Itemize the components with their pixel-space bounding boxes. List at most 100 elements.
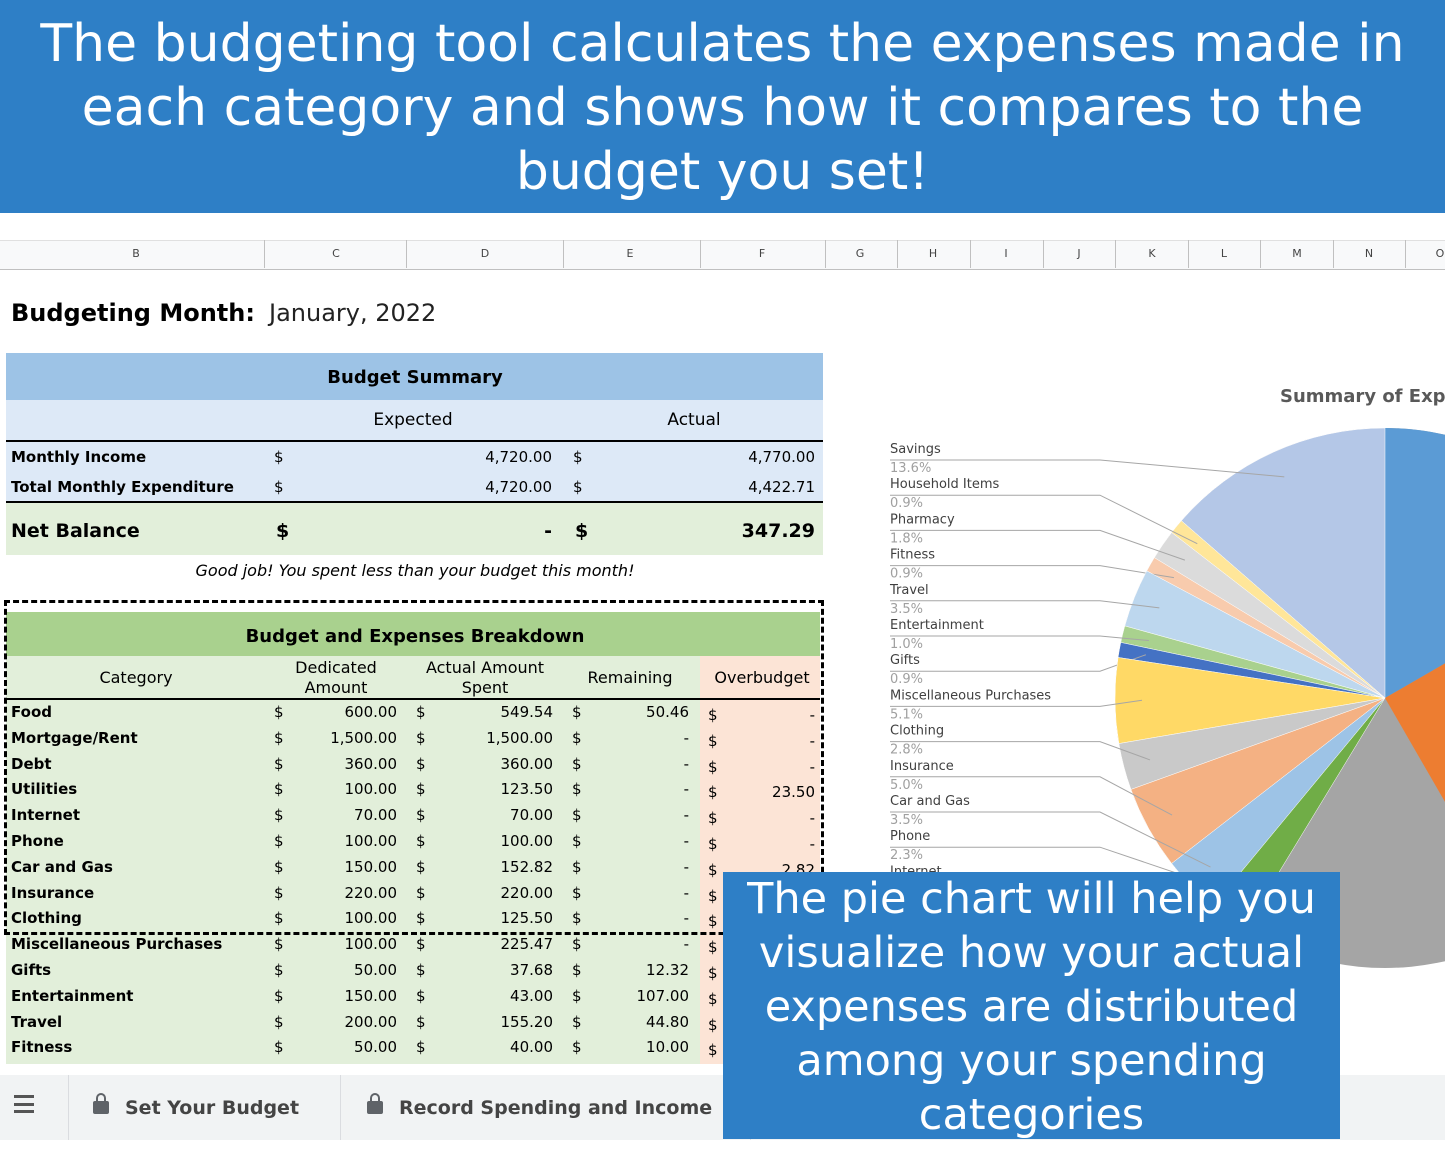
pie-slice [1180,427,1386,699]
category: Utilities [11,780,78,799]
currency: $ [416,780,426,799]
currency: $ [708,1041,718,1060]
currency: $ [274,1038,284,1057]
currency: $ [274,883,284,902]
currency: $ [274,1012,284,1031]
pie-percent: 13.6% [890,461,931,476]
currency: $ [274,857,284,876]
currency: $ [708,989,718,1008]
menu-icon [14,1095,34,1113]
actual-amount: 549.54 [500,703,554,721]
category: Food [11,703,52,721]
currency: $ [708,1015,718,1034]
pie-percent: 0.9% [890,496,923,511]
banner-title: The budgeting tool calculates the expens… [40,14,1405,202]
remaining: - [683,780,689,799]
currency: $ [416,1038,426,1057]
currency: $ [573,448,583,466]
actual-amount: 100.00 [500,832,554,850]
actual-amount: 155.20 [500,1012,554,1031]
summary-title: Budget Summary [327,367,503,389]
pie-percent: 3.5% [890,813,923,828]
pie-label: Insurance [890,759,954,774]
category: Entertainment [11,986,134,1005]
actual-amount: 1,500.00 [486,728,553,747]
pie-percent: 0.9% [890,567,923,582]
pie-label: Pharmacy [890,512,955,527]
pie-label: Savings [890,442,941,457]
pie-label: Clothing [890,724,944,739]
column-separator [897,240,898,268]
sheet-tab[interactable]: Set Your Budget [125,1096,300,1119]
remaining: 44.80 [646,1012,689,1031]
sheet-tab[interactable]: Record Spending and Income [399,1096,713,1119]
currency: $ [572,780,582,799]
currency: $ [416,806,426,825]
column-header: L [1220,247,1228,261]
pie-label: Household Items [890,477,1000,492]
pie-percent: 5.1% [890,707,923,722]
breakdown-header: Remaining [587,668,673,687]
overbudget: - [809,809,815,828]
currency: $ [416,961,426,979]
category: Gifts [11,961,52,979]
currency: $ [572,754,582,773]
leader-line [890,565,1175,579]
currency: $ [274,728,284,747]
net-label: Net Balance [11,519,140,542]
lock-icon [93,1101,109,1114]
dedicated-amount: 50.00 [354,1038,397,1057]
category: Mortgage/Rent [11,728,138,747]
pie-percent: 2.3% [890,848,923,863]
dedicated-amount: 220.00 [344,883,398,902]
pie-percent: 0.9% [890,672,923,687]
dedicated-amount: 100.00 [344,909,398,928]
leader-line [890,654,1147,672]
column-separator [1333,240,1334,268]
currency: $ [708,809,718,828]
rule [6,501,823,503]
actual-amount: 37.68 [510,961,553,979]
column-separator [1260,240,1261,268]
currency: $ [416,728,426,747]
leader-line [890,494,1198,545]
currency: $ [416,832,426,850]
currency: $ [274,832,284,850]
currency: $ [572,832,582,850]
column-separator [970,240,971,268]
pie-other [1385,663,1445,802]
currency: $ [708,731,718,750]
remaining: 50.46 [646,703,689,721]
currency: $ [708,757,718,776]
summary-actual: 4,770.00 [748,448,815,466]
currency: $ [572,961,582,979]
pie-label: Miscellaneous Purchases [890,688,1051,703]
remaining: - [683,806,689,825]
rule [6,440,823,442]
actual-amount: 43.00 [510,986,553,1005]
overbudget: - [809,757,815,776]
category: Miscellaneous Purchases [11,935,223,954]
remaining: - [683,728,689,747]
currency: $ [416,935,426,954]
column-header: O [1435,247,1445,261]
overbudget: - [809,731,815,750]
currency: $ [575,519,589,542]
breakdown-title-band [6,612,820,656]
currency: $ [708,886,718,905]
column-separator [825,240,826,268]
category: Insurance [11,883,95,902]
category: Fitness [11,1038,73,1057]
remaining: 12.32 [646,961,689,979]
dedicated-amount: 200.00 [344,1012,398,1031]
remaining: - [683,832,689,850]
rule [6,698,820,700]
currency: $ [572,909,582,928]
currency: $ [572,986,582,1005]
currency: $ [274,909,284,928]
leader-line [890,459,1285,478]
dedicated-amount: 360.00 [344,754,398,773]
pie-percent: 1.8% [890,531,923,546]
tab-separator [340,1075,341,1140]
pie-label: Phone [890,829,930,844]
